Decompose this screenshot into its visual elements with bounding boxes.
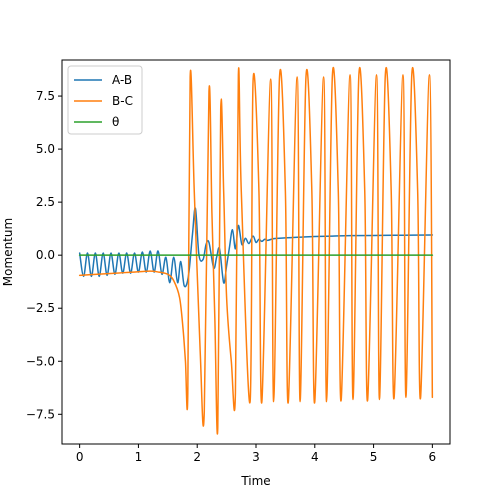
- y-tick-label: 0.0: [36, 248, 55, 262]
- legend-label: A-B: [112, 73, 132, 87]
- y-axis-label: Momentum: [1, 218, 15, 286]
- legend-frame: [67, 65, 143, 135]
- x-tick-label: 1: [135, 450, 143, 464]
- x-tick-label: 0: [76, 450, 84, 464]
- y-tick-label: 7.5: [36, 89, 55, 103]
- x-tick-label: 5: [370, 450, 378, 464]
- y-tick-label: −7.5: [26, 407, 55, 421]
- legend-label: θ: [112, 115, 119, 129]
- x-axis-label: Time: [240, 474, 270, 488]
- axes-frame: [61, 59, 451, 445]
- y-tick-label: −5.0: [26, 354, 55, 368]
- series-line-b-c: [78, 66, 434, 435]
- x-tick-label: 3: [252, 450, 260, 464]
- legend-label: B-C: [112, 94, 133, 108]
- x-axis: 0 1 2 3 4 5 6: [76, 444, 436, 464]
- plot-area: [78, 66, 434, 435]
- x-tick-label: 6: [429, 450, 437, 464]
- y-tick-label: −2.5: [26, 301, 55, 315]
- y-tick-label: 5.0: [36, 142, 55, 156]
- y-axis: −7.5 −5.0 −2.5 0.0 2.5 5.0 7.5: [26, 89, 62, 421]
- legend: A-B B-C θ: [67, 65, 143, 135]
- x-tick-label: 2: [193, 450, 201, 464]
- y-tick-label: 2.5: [36, 195, 55, 209]
- x-tick-label: 4: [311, 450, 319, 464]
